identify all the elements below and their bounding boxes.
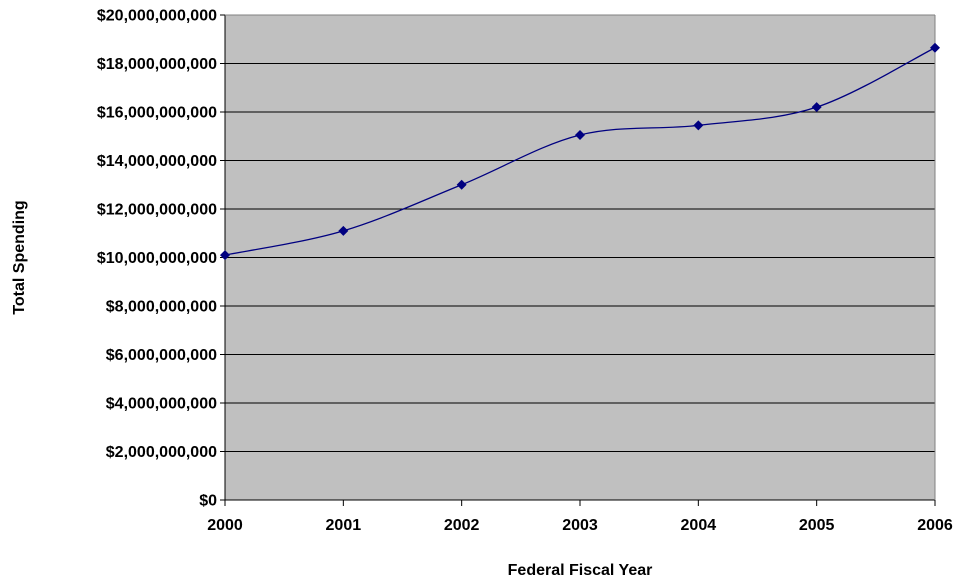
y-tick-label: $16,000,000,000 xyxy=(97,105,217,122)
x-axis-title: Federal Fiscal Year xyxy=(508,562,653,579)
y-tick-label: $2,000,000,000 xyxy=(106,444,217,461)
y-tick-label: $18,000,000,000 xyxy=(97,56,217,73)
y-tick-label: $20,000,000,000 xyxy=(97,8,217,25)
y-tick-label: $0 xyxy=(199,493,217,510)
data-point-marker xyxy=(456,179,467,190)
x-tick-label: 2004 xyxy=(681,517,717,534)
x-tick-label: 2002 xyxy=(444,517,480,534)
data-point-marker xyxy=(575,130,585,141)
data-point-marker xyxy=(338,225,349,236)
data-point-marker xyxy=(220,250,230,261)
series xyxy=(220,42,940,261)
data-point-marker xyxy=(811,102,822,113)
data-point-marker xyxy=(693,120,704,131)
y-tick-label: $4,000,000,000 xyxy=(106,396,217,413)
y-tick-label: $14,000,000,000 xyxy=(97,153,217,170)
y-tick-label: $12,000,000,000 xyxy=(97,202,217,219)
x-tick-label: 2003 xyxy=(562,517,598,534)
y-tick-label: $6,000,000,000 xyxy=(106,347,217,364)
x-tick-label: 2006 xyxy=(917,517,953,534)
y-tick-labels: $0 $2,000,000,000 $4,000,000,000 $6,000,000… xyxy=(97,8,217,510)
y-axis-title: Total Spending xyxy=(11,200,28,314)
y-tick-label: $8,000,000,000 xyxy=(106,299,217,316)
x-tick-label: 2000 xyxy=(207,517,243,534)
x-tick-label: 2001 xyxy=(326,517,362,534)
x-tick-labels: 2000 2001 2002 2003 2004 2005 2006 xyxy=(207,517,953,534)
x-tick-label: 2005 xyxy=(799,517,835,534)
data-point-marker xyxy=(930,42,940,53)
y-tick-label: $10,000,000,000 xyxy=(97,250,217,267)
